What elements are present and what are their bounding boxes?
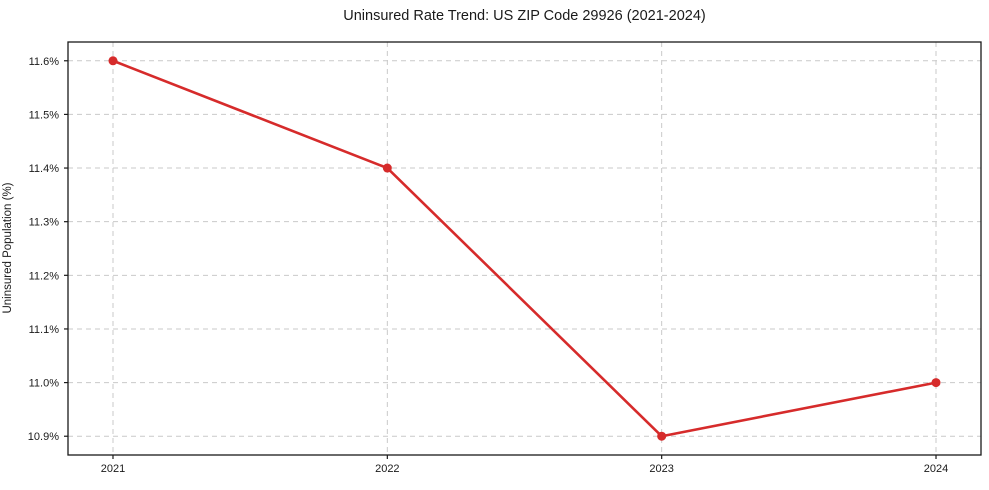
y-tick-label: 11.0% [29, 378, 60, 390]
y-tick-label: 11.1% [29, 324, 60, 336]
y-tick-label: 11.5% [29, 109, 60, 121]
y-tick-label: 11.2% [29, 270, 60, 282]
data-point-marker [931, 378, 941, 388]
data-point-marker [657, 431, 667, 441]
chart-title: Uninsured Rate Trend: US ZIP Code 29926 … [343, 8, 706, 24]
x-tick-label: 2024 [924, 463, 948, 475]
y-tick-label: 11.6% [29, 56, 60, 68]
y-tick-label: 11.4% [29, 163, 60, 175]
trend-line [111, 59, 938, 438]
y-tick-label: 11.3% [29, 217, 60, 229]
data-point-marker [382, 163, 392, 173]
data-point-marker [108, 56, 118, 66]
x-tick-label: 2022 [375, 463, 399, 475]
x-tick-label: 2021 [101, 463, 125, 475]
axes-frame [67, 41, 982, 456]
x-tick-label: 2023 [649, 463, 673, 475]
y-tick-label: 10.9% [28, 431, 59, 443]
